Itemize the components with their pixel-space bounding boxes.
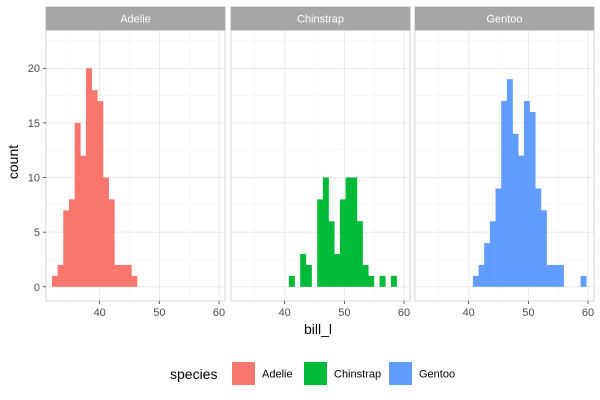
histogram-bar — [300, 254, 307, 287]
histogram-bar — [80, 155, 87, 287]
histogram-bar — [328, 221, 335, 287]
histogram-bar — [131, 275, 138, 287]
facet-strip — [414, 6, 595, 31]
histogram-bar — [345, 177, 352, 287]
histogram-bar — [540, 210, 547, 287]
histogram-bar — [351, 177, 358, 287]
y-tick-label: 0 — [34, 282, 40, 294]
histogram-bar — [580, 275, 587, 287]
legend-item-gentoo: Gentoo — [389, 362, 455, 385]
legend-key — [389, 362, 412, 385]
legend: species Adelie Chinstrap Gentoo — [170, 362, 455, 385]
facet-strip-label: Adelie — [120, 14, 151, 26]
legend-label: Chinstrap — [334, 369, 381, 381]
histogram-bar — [495, 188, 502, 287]
histogram-bar — [506, 79, 513, 287]
histogram-bar — [63, 210, 70, 287]
x-axis-title: bill_l — [304, 321, 332, 337]
histogram-bar — [535, 188, 542, 287]
histogram-bar — [557, 264, 564, 287]
x-tick-label: 50 — [338, 307, 350, 319]
histogram-bar — [334, 254, 341, 287]
x-tick-label: 40 — [279, 307, 291, 319]
histogram-bar — [546, 264, 553, 287]
legend-item-chinstrap: Chinstrap — [304, 362, 381, 385]
histogram-bar — [472, 275, 479, 287]
y-tick-label: 5 — [34, 227, 40, 239]
x-tick-label: 40 — [463, 307, 475, 319]
x-tick-label: 50 — [522, 307, 534, 319]
facet-strip — [230, 6, 411, 31]
histogram-bar — [322, 177, 329, 287]
histogram-bar — [512, 133, 519, 287]
histogram-bar — [57, 264, 64, 287]
histogram-bar — [484, 243, 491, 287]
legend-key — [304, 362, 327, 385]
histogram-bar — [368, 275, 375, 287]
histogram-bar — [356, 221, 363, 287]
histogram-bar — [529, 111, 536, 287]
legend-title: species — [170, 366, 217, 382]
facet-strip-label: Chinstrap — [297, 14, 344, 26]
y-tick-label: 10 — [28, 173, 40, 185]
histogram-bar — [288, 275, 295, 287]
histogram-bar — [51, 275, 58, 287]
x-tick-label: 50 — [153, 307, 165, 319]
legend-item-adelie: Adelie — [232, 362, 293, 385]
y-tick-label: 15 — [28, 118, 40, 130]
histogram-bar — [114, 264, 121, 287]
histogram-bar — [390, 275, 397, 287]
y-axis-title: count — [5, 145, 21, 179]
histogram-bar — [518, 155, 525, 287]
histogram-bar — [97, 101, 104, 287]
histogram-bar — [379, 275, 386, 287]
legend-key — [232, 362, 255, 385]
y-tick-label: 20 — [28, 63, 40, 75]
histogram-bar — [125, 264, 132, 287]
histogram-bar — [108, 199, 115, 287]
panel-chinstrap: Chinstrap 40 50 60 — [230, 6, 411, 319]
histogram-bar — [119, 264, 126, 287]
histogram-bar — [102, 177, 109, 287]
histogram-bar — [305, 264, 312, 287]
legend-label: Gentoo — [419, 369, 455, 381]
x-tick-label: 60 — [582, 307, 594, 319]
x-tick-label: 60 — [398, 307, 410, 319]
facet-strip — [45, 6, 226, 31]
histogram-bar — [74, 122, 81, 287]
histogram-bar — [317, 199, 324, 287]
x-tick-label: 40 — [94, 307, 106, 319]
facet-strip-label: Gentoo — [486, 14, 522, 26]
histogram-bar — [85, 68, 92, 287]
histogram-bar — [552, 264, 559, 287]
histogram-bar — [91, 90, 98, 287]
legend-label: Adelie — [262, 369, 293, 381]
x-tick-label: 60 — [213, 307, 225, 319]
panel-gentoo: Gentoo 40 50 60 — [414, 6, 595, 319]
panel-adelie: Adelie 40 50 60 — [45, 6, 226, 319]
histogram-bar — [501, 101, 508, 287]
histogram-bar — [339, 199, 346, 287]
histogram-bar — [523, 101, 530, 287]
histogram-bar — [362, 264, 369, 287]
histogram-bar — [489, 221, 496, 287]
histogram-bar — [68, 199, 75, 287]
histogram-bar — [478, 264, 485, 287]
y-axis: 0 5 10 15 20 — [28, 63, 46, 294]
